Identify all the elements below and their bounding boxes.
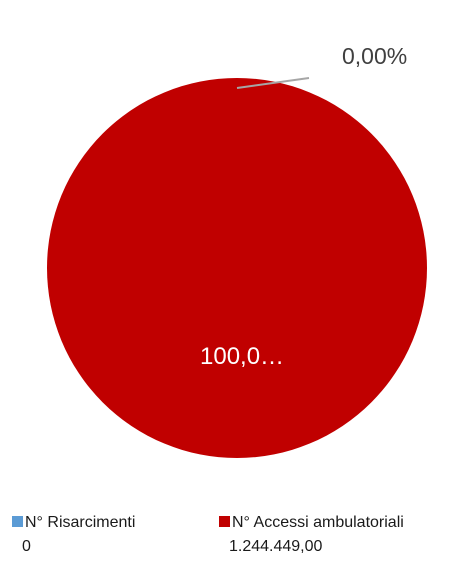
legend-value-risarcimenti: 0 [22,538,31,555]
legend: N° Risarcimenti 0 N° Accessi ambulatoria… [0,511,475,569]
legend-swatch-accessi [219,516,230,527]
legend-item-risarcimenti: N° Risarcimenti 0 [12,511,135,559]
legend-label-risarcimenti: N° Risarcimenti [25,514,136,531]
pie-chart: 0,00% 100,0… [47,43,427,458]
legend-value-accessi: 1.244.449,00 [229,538,323,555]
legend-label-accessi: N° Accessi ambulatoriali [232,514,404,531]
legend-swatch-risarcimenti [12,516,23,527]
pie-slice-1 [47,78,427,458]
leader-line [236,77,310,89]
legend-item-accessi: N° Accessi ambulatoriali 1.244.449,00 [219,511,404,559]
data-label-accessi: 100,0… [200,343,284,370]
data-label-risarcimenti: 0,00% [342,43,407,69]
